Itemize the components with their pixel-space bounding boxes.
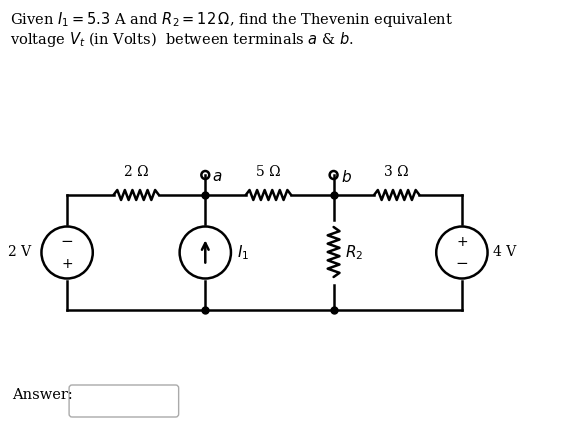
Text: 4 V: 4 V xyxy=(494,245,517,259)
Circle shape xyxy=(201,171,209,179)
Text: 2 V: 2 V xyxy=(9,245,31,259)
Text: −: − xyxy=(61,234,73,249)
Text: 3 Ω: 3 Ω xyxy=(384,165,409,179)
Text: $I_1$: $I_1$ xyxy=(237,243,249,262)
FancyBboxPatch shape xyxy=(69,385,178,417)
Text: Answer:: Answer: xyxy=(12,388,73,402)
Text: −: − xyxy=(455,256,468,271)
Text: voltage $V_t$ (in Volts)  between terminals $a$ & $b$.: voltage $V_t$ (in Volts) between termina… xyxy=(10,30,353,49)
Text: $b$: $b$ xyxy=(340,169,351,185)
Text: $a$: $a$ xyxy=(212,170,223,184)
Text: +: + xyxy=(61,256,73,270)
Circle shape xyxy=(329,171,337,179)
Text: 2 Ω: 2 Ω xyxy=(124,165,149,179)
Text: Given $I_1 = 5.3$ A and $R_2 = 12\,\Omega$, find the Thevenin equivalent: Given $I_1 = 5.3$ A and $R_2 = 12\,\Omeg… xyxy=(10,10,453,29)
Text: $R_2$: $R_2$ xyxy=(345,243,364,262)
Text: 5 Ω: 5 Ω xyxy=(256,165,281,179)
Text: +: + xyxy=(456,235,468,249)
